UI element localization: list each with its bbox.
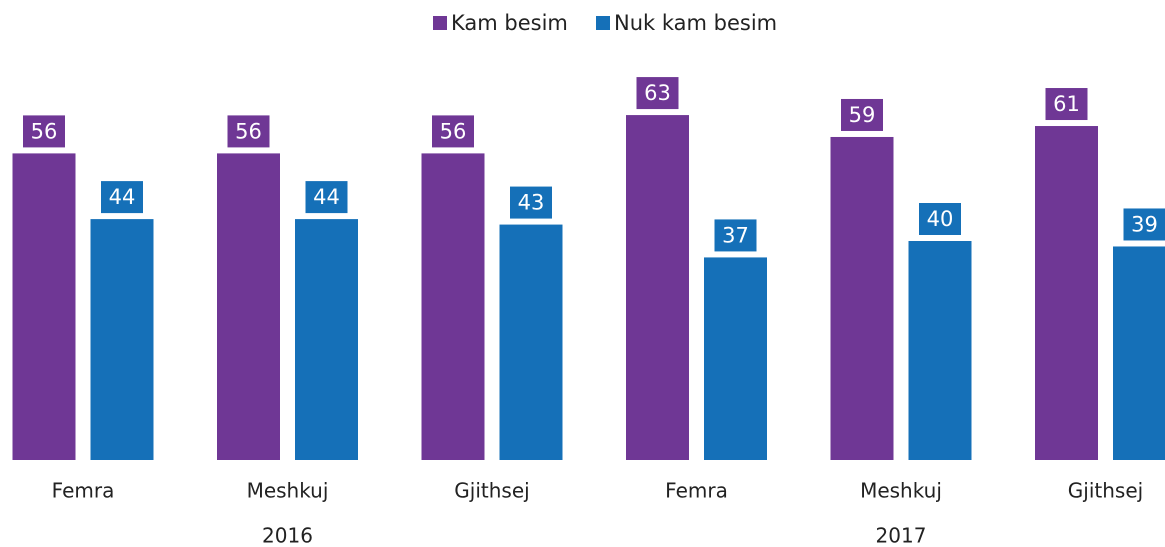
value-label-box xyxy=(841,98,883,131)
value-label-box xyxy=(305,181,348,214)
bar xyxy=(626,115,689,460)
legend-label: Nuk kam besim xyxy=(614,11,777,35)
legend-swatch xyxy=(433,16,447,30)
bar xyxy=(499,224,563,460)
value-label: 39 xyxy=(1131,212,1158,236)
value-label: 56 xyxy=(31,119,58,143)
value-label: 43 xyxy=(518,191,545,215)
value-label: 56 xyxy=(440,119,467,143)
value-label-box xyxy=(1045,88,1088,121)
group-label: 2016 xyxy=(262,524,313,547)
value-label-box xyxy=(714,219,757,252)
x-tick-label: Gjithsej xyxy=(1068,479,1143,503)
x-tick-label: Meshkuj xyxy=(247,479,329,503)
value-label: 37 xyxy=(722,223,749,247)
value-label-box xyxy=(919,203,961,235)
bar xyxy=(908,241,972,460)
group-label: 2017 xyxy=(876,524,927,547)
value-label-box xyxy=(510,186,552,219)
value-label: 56 xyxy=(235,119,262,143)
bar xyxy=(217,153,280,460)
bar xyxy=(90,219,154,460)
x-tick-label: Gjithsej xyxy=(454,479,529,503)
value-label-box xyxy=(636,77,679,110)
value-label-box xyxy=(101,181,143,214)
bar xyxy=(295,219,358,460)
value-label: 44 xyxy=(313,185,340,209)
value-label: 59 xyxy=(849,103,876,127)
value-label: 61 xyxy=(1053,92,1080,116)
x-tick-label: Femra xyxy=(52,479,115,503)
bar xyxy=(1035,126,1098,461)
legend-label: Kam besim xyxy=(451,11,568,35)
value-label: 44 xyxy=(109,185,136,209)
value-label-box xyxy=(432,115,474,148)
bar xyxy=(704,257,767,460)
bar xyxy=(421,153,485,460)
value-label: 63 xyxy=(644,81,671,105)
value-label-box xyxy=(227,115,270,148)
bar xyxy=(1113,246,1165,460)
bar xyxy=(830,136,894,460)
x-tick-label: Meshkuj xyxy=(860,479,942,503)
value-label-box xyxy=(1123,208,1165,241)
legend-swatch xyxy=(596,16,610,30)
x-tick-label: Femra xyxy=(665,479,728,503)
bar xyxy=(12,153,76,460)
value-label: 40 xyxy=(927,207,954,231)
value-label-box xyxy=(23,115,65,148)
